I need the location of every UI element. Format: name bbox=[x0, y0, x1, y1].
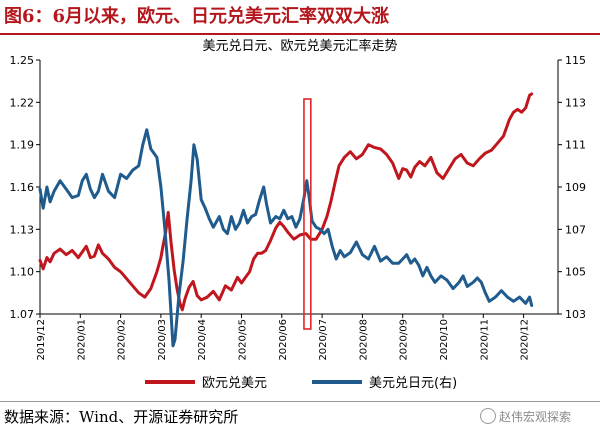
legend-label-eur-usd: 欧元兑美元 bbox=[202, 376, 267, 391]
y-right-tick-label: 103 bbox=[565, 308, 586, 321]
y-left-tick-label: 1.10 bbox=[10, 266, 35, 279]
chart: 美元兑日元、欧元兑美元汇率走势 1.07 1.10 1.13 1.16 1.19 1.22 1… bbox=[0, 36, 600, 391]
y-right-tick-label: 105 bbox=[565, 266, 586, 279]
y-left-tick-label: 1.22 bbox=[10, 96, 35, 109]
source-rule bbox=[0, 401, 600, 402]
y-right-tick-label: 113 bbox=[565, 96, 586, 109]
x-tick-label: 2020/10 bbox=[439, 319, 450, 361]
y-right-tick-label: 107 bbox=[565, 223, 586, 236]
x-tick-label: 2020/01 bbox=[76, 319, 87, 361]
wechat-icon bbox=[480, 408, 496, 424]
series-line-usd-jpy bbox=[38, 128, 534, 348]
y-right-tick-label: 115 bbox=[565, 54, 586, 67]
series-line-eur-usd bbox=[38, 92, 534, 312]
y-left-tick-label: 1.25 bbox=[10, 54, 35, 67]
figure-title: 图6：6月以来，欧元、日元兑美元汇率双双大涨 bbox=[4, 6, 390, 27]
x-tick-label: 2020/04 bbox=[197, 319, 208, 361]
x-tick-label: 2020/09 bbox=[399, 319, 410, 361]
y-left-tick-label: 1.07 bbox=[10, 308, 35, 321]
y-left-tick-label: 1.13 bbox=[10, 223, 35, 236]
watermark: 赵伟宏观探索 bbox=[480, 404, 571, 430]
highlight-box bbox=[303, 98, 312, 330]
x-tick-label: 2020/05 bbox=[238, 319, 249, 361]
chart-title: 美元兑日元、欧元兑美元汇率走势 bbox=[202, 38, 397, 54]
chart-svg: 美元兑日元、欧元兑美元汇率走势 1.07 1.10 1.13 1.16 1.19 1.22 1… bbox=[10, 38, 587, 391]
legend-label-usd-jpy: 美元兑日元(右) bbox=[369, 376, 457, 391]
y-left-tick-label: 1.16 bbox=[10, 181, 35, 194]
x-tick-label: 2020/12 bbox=[520, 319, 531, 361]
x-tick-label: 2020/07 bbox=[318, 319, 329, 361]
x-tick-label: 2020/03 bbox=[157, 319, 168, 361]
x-tick-label: 2020/08 bbox=[358, 319, 369, 361]
y-right-tick-label: 111 bbox=[565, 139, 586, 152]
source-note: 数据来源：Wind、开源证券研究所 bbox=[4, 408, 239, 426]
x-tick-label: 2019/12 bbox=[36, 319, 47, 361]
x-tick-label: 2020/11 bbox=[479, 319, 490, 361]
title-rule bbox=[0, 33, 600, 35]
x-tick-label: 2020/02 bbox=[117, 319, 128, 361]
watermark-text: 赵伟宏观探索 bbox=[499, 410, 572, 424]
y-right-tick-label: 109 bbox=[565, 181, 586, 194]
x-tick-label: 2020/06 bbox=[278, 319, 289, 361]
y-left-tick-label: 1.19 bbox=[10, 139, 35, 152]
